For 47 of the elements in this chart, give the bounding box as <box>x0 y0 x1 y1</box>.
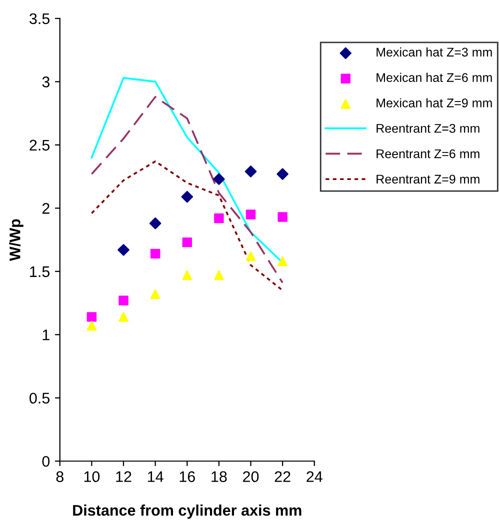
point <box>150 248 160 259</box>
point <box>246 210 256 220</box>
x-axis-title: Distance from cylinder axis mm <box>73 504 302 519</box>
point <box>278 212 288 222</box>
legend-label: Mexican hat Z=6 mm <box>376 72 492 82</box>
y-tick-label: 1 <box>42 330 50 340</box>
point <box>214 270 224 280</box>
y-tick-label: 2.5 <box>30 140 50 151</box>
x-tick-label: 12 <box>116 471 132 482</box>
legend-label: Mexican hat Z=9 mm <box>376 98 492 108</box>
x-tick-label: 22 <box>274 471 290 482</box>
point <box>118 244 130 256</box>
x-tick-label: 24 <box>306 471 322 482</box>
y-tick-label: 3 <box>42 76 50 88</box>
point <box>118 312 128 322</box>
legend-label: Reentrant Z=3 mm <box>376 124 480 133</box>
point <box>276 168 288 180</box>
legend-label: Mexican hat Z=3 mm <box>376 47 492 57</box>
x-tick-label: 18 <box>212 471 227 482</box>
x-tick-label: 14 <box>148 471 164 482</box>
point <box>181 190 194 203</box>
x-tick-label: 20 <box>243 471 259 482</box>
x-tick-label: 8 <box>56 471 64 482</box>
point <box>246 251 256 262</box>
legend-label: Reentrant Z=9 mm <box>376 174 480 184</box>
y-tick-label: 1.5 <box>30 266 50 278</box>
y-tick-label: 3.5 <box>30 13 50 24</box>
point <box>214 213 224 224</box>
point <box>278 256 288 266</box>
x-tick-label: 10 <box>84 471 100 482</box>
line-series <box>90 160 284 292</box>
point <box>118 296 128 306</box>
y-axis-title: W/Wp <box>9 219 24 261</box>
point <box>149 217 162 230</box>
point <box>182 237 192 248</box>
point <box>86 312 97 322</box>
legend-label: Reentrant Z=6 mm <box>376 149 480 158</box>
point <box>86 320 97 331</box>
y-tick-label: 0 <box>42 456 50 467</box>
line-series <box>90 96 284 284</box>
y-tick-label: 0.5 <box>30 392 50 404</box>
point <box>213 173 225 185</box>
point <box>182 270 192 280</box>
x-tick-label: 16 <box>180 471 195 482</box>
point <box>150 289 160 300</box>
y-tick-label: 2 <box>42 203 50 214</box>
point <box>244 166 257 178</box>
